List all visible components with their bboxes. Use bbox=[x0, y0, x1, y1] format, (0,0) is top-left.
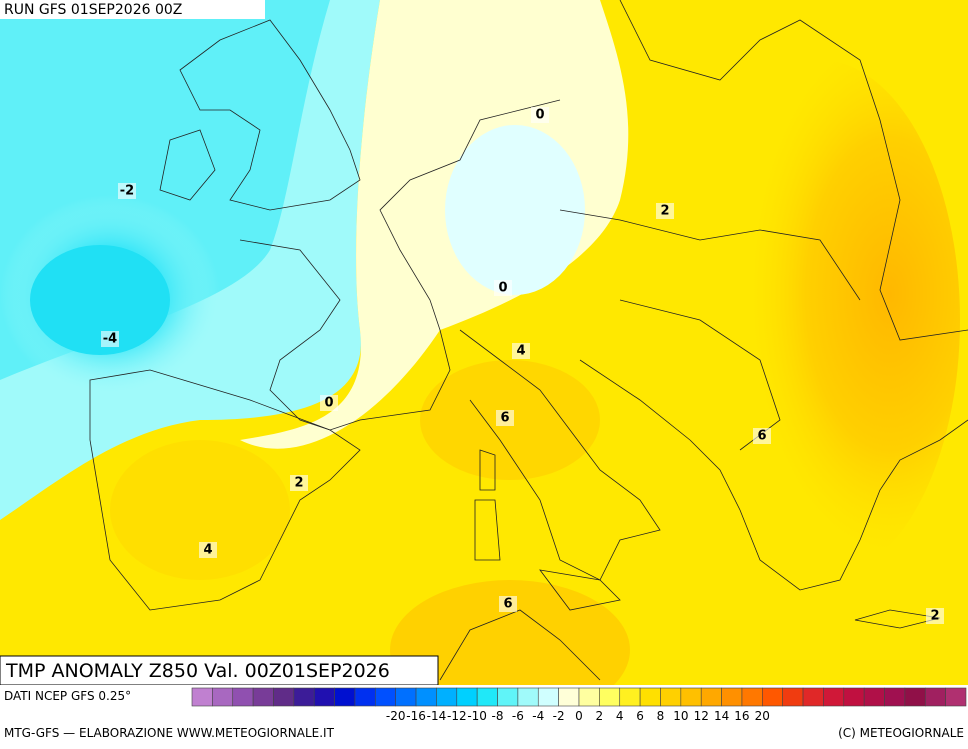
map-title: TMP ANOMALY Z850 Val. 00Z01SEP2026 bbox=[5, 660, 390, 682]
colorbar-box bbox=[191, 687, 213, 707]
colorbar-box bbox=[884, 687, 906, 707]
colorbar-box bbox=[375, 687, 396, 707]
colorbar-box bbox=[334, 687, 356, 707]
label-bg bbox=[101, 331, 119, 347]
colorbar: -20 -16 -14 -12 -10 -8 -6 -4 -2 0 2 4 6 8 10 12 14 16 20 bbox=[191, 687, 967, 723]
label-bg bbox=[753, 428, 771, 444]
colorbar-box bbox=[823, 687, 845, 707]
colorbar-box bbox=[945, 687, 967, 707]
colorbar-tick-label: -8 bbox=[492, 709, 504, 723]
colorbar-box bbox=[721, 687, 743, 707]
colorbar-tick-label: -4 bbox=[532, 709, 544, 723]
contour-labels: -2 -4 0 0 0 2 2 4 4 6 6 6 2 bbox=[101, 107, 944, 624]
footer-right: (C) METEOGIORNALE bbox=[838, 726, 964, 740]
colorbar-box bbox=[619, 687, 641, 707]
contour-label: 2 bbox=[930, 609, 939, 624]
colorbar-box bbox=[741, 687, 763, 707]
source-label: DATI NCEP GFS 0.25° bbox=[4, 689, 131, 703]
contour-label: 0 bbox=[324, 396, 333, 411]
colorbar-box bbox=[558, 687, 580, 707]
colorbar-box bbox=[293, 687, 315, 707]
colorbar-box bbox=[273, 687, 295, 707]
contour-label: 4 bbox=[516, 344, 525, 359]
contour-label: -4 bbox=[103, 332, 117, 347]
colorbar-box bbox=[456, 687, 478, 707]
header-box bbox=[0, 0, 265, 19]
colorbar-tick-label: -16 bbox=[406, 709, 426, 723]
colorbar-box bbox=[680, 687, 702, 707]
colorbar-tick-label: -6 bbox=[512, 709, 524, 723]
label-bg bbox=[118, 183, 136, 199]
colorbar-box bbox=[782, 687, 804, 707]
footer-left: MTG-GFS — ELABORAZIONE WWW.METEOGIORNALE… bbox=[4, 726, 335, 740]
colorbar-box bbox=[863, 687, 885, 707]
contour-label: 6 bbox=[757, 429, 766, 444]
colorbar-tick-label: 6 bbox=[636, 709, 644, 723]
colorbar-box bbox=[415, 687, 437, 707]
colorbar-box bbox=[924, 687, 946, 707]
colorbar-box bbox=[904, 687, 926, 707]
run-label: RUN GFS 01SEP2026 00Z bbox=[4, 2, 182, 18]
colorbar-tick-label: 16 bbox=[734, 709, 749, 723]
colorbar-box bbox=[802, 687, 824, 707]
colorbar-box bbox=[639, 687, 661, 707]
label-bg bbox=[926, 608, 944, 624]
label-bg bbox=[531, 107, 549, 123]
contour-label: 0 bbox=[535, 108, 544, 123]
label-bg bbox=[499, 596, 517, 612]
label-bg bbox=[494, 280, 512, 296]
colorbar-box bbox=[252, 687, 274, 707]
contour-label: 2 bbox=[660, 204, 669, 219]
colorbar-box bbox=[436, 687, 458, 707]
label-bg bbox=[656, 203, 674, 219]
contour-label: -2 bbox=[120, 184, 134, 199]
colorbar-tick-label: -10 bbox=[467, 709, 487, 723]
colorbar-box bbox=[476, 687, 498, 707]
contour-label: 4 bbox=[203, 543, 212, 558]
colorbar-tick-label: 20 bbox=[755, 709, 770, 723]
colorbar-box bbox=[232, 687, 254, 707]
anomaly-field bbox=[0, 0, 968, 720]
label-bg bbox=[320, 395, 338, 411]
colorbar-tick-label: 8 bbox=[657, 709, 665, 723]
colorbar-box bbox=[313, 687, 335, 707]
colorbar-box bbox=[578, 687, 600, 707]
colorbar-tick-label: -20 bbox=[386, 709, 406, 723]
colorbar-box bbox=[660, 687, 682, 707]
contour-label: 0 bbox=[498, 281, 507, 296]
colorbar-tick-label: 4 bbox=[616, 709, 624, 723]
label-bg bbox=[199, 542, 217, 558]
colorbar-box bbox=[354, 687, 376, 707]
colorbar-tick-label: -14 bbox=[427, 709, 447, 723]
colorbar-box bbox=[212, 687, 234, 707]
colorbar-tick-label: 0 bbox=[575, 709, 583, 723]
colorbar-tick-label: 2 bbox=[596, 709, 604, 723]
colorbar-box bbox=[843, 687, 865, 707]
colorbar-box bbox=[700, 687, 722, 707]
colorbar-tick-label: -2 bbox=[553, 709, 565, 723]
colorbar-tick-label: -12 bbox=[447, 709, 467, 723]
colorbar-box bbox=[395, 687, 417, 707]
label-bg bbox=[496, 410, 514, 426]
colorbar-box bbox=[497, 687, 519, 707]
label-bg bbox=[290, 475, 308, 491]
colorbar-tick-label: 10 bbox=[673, 709, 688, 723]
contour-label: 6 bbox=[500, 411, 509, 426]
contour-label: 2 bbox=[294, 476, 303, 491]
colorbar-box bbox=[762, 687, 783, 707]
contour-label: 6 bbox=[503, 597, 512, 612]
colorbar-box bbox=[517, 687, 539, 707]
label-bg bbox=[512, 343, 530, 359]
colorbar-tick-label: 14 bbox=[714, 709, 729, 723]
colorbar-tick-label: 12 bbox=[694, 709, 709, 723]
colorbar-box bbox=[537, 687, 559, 707]
colorbar-box bbox=[599, 687, 621, 707]
